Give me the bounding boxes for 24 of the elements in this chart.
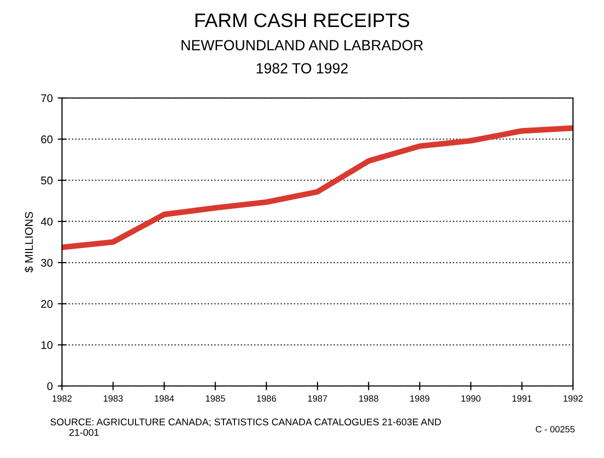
text: C - 00255: [536, 426, 575, 432]
chart-title: FARM CASH RECEIPTS: [196, 13, 410, 28]
y-tick-label: 0: [47, 382, 53, 390]
y-tick-label: 60: [41, 135, 53, 144]
x-tick-label: 1990: [461, 395, 480, 402]
x-tick-label: 1991: [512, 395, 532, 402]
y-axis-title: $ MILLIONS: [24, 212, 34, 272]
x-tick-label: 1989: [410, 395, 430, 402]
x-tick-label: 1983: [104, 395, 123, 402]
x-tick-label: 1992: [564, 395, 583, 402]
y-tick-label: 50: [41, 176, 53, 184]
y-tick-label: 10: [41, 341, 53, 349]
y-tick-label: 70: [41, 94, 53, 102]
source-note: SOURCE: AGRICULTURE CANADA; STATISTICS CANADA CATALOGUES 21-603E AND 21-001: [50, 418, 441, 436]
y-tick-label: 30: [41, 258, 53, 267]
x-tick-label: 1988: [359, 395, 378, 402]
x-tick-label: 1984: [154, 395, 174, 402]
chart-subtitle: NEWFOUNDLAND AND LABRADOR 1982 TO 1992: [182, 40, 423, 74]
x-tick-label: 1985: [206, 395, 225, 402]
x-tick-label: 1987: [308, 395, 328, 402]
y-tick-label: 40: [40, 218, 53, 226]
x-tick-label: 1986: [257, 395, 276, 402]
x-tick-label: 1982: [52, 395, 72, 402]
y-tick-label: 20: [41, 300, 53, 308]
